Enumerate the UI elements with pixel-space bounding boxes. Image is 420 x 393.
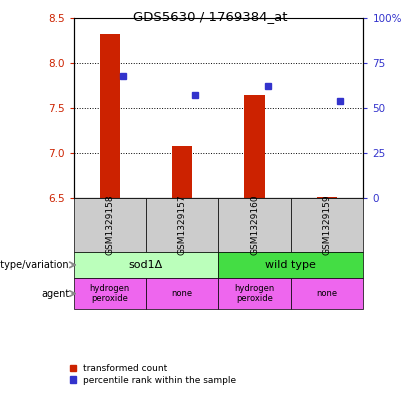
Bar: [244, 94, 265, 198]
Bar: [317, 196, 337, 198]
Text: hydrogen
peroxide: hydrogen peroxide: [234, 284, 275, 303]
Text: hydrogen
peroxide: hydrogen peroxide: [89, 284, 130, 303]
Text: GDS5630 / 1769384_at: GDS5630 / 1769384_at: [133, 10, 287, 23]
Text: genotype/variation: genotype/variation: [0, 260, 69, 270]
Bar: [172, 146, 192, 198]
Text: GSM1329158: GSM1329158: [105, 195, 114, 255]
Text: GSM1329160: GSM1329160: [250, 195, 259, 255]
Text: none: none: [172, 289, 193, 298]
Text: GSM1329157: GSM1329157: [178, 195, 186, 255]
Text: agent: agent: [41, 288, 69, 299]
Text: GSM1329159: GSM1329159: [323, 195, 331, 255]
Text: sod1Δ: sod1Δ: [129, 260, 163, 270]
Legend: transformed count, percentile rank within the sample: transformed count, percentile rank withi…: [70, 364, 236, 385]
Bar: [100, 34, 120, 198]
Text: none: none: [317, 289, 338, 298]
Text: wild type: wild type: [265, 260, 316, 270]
